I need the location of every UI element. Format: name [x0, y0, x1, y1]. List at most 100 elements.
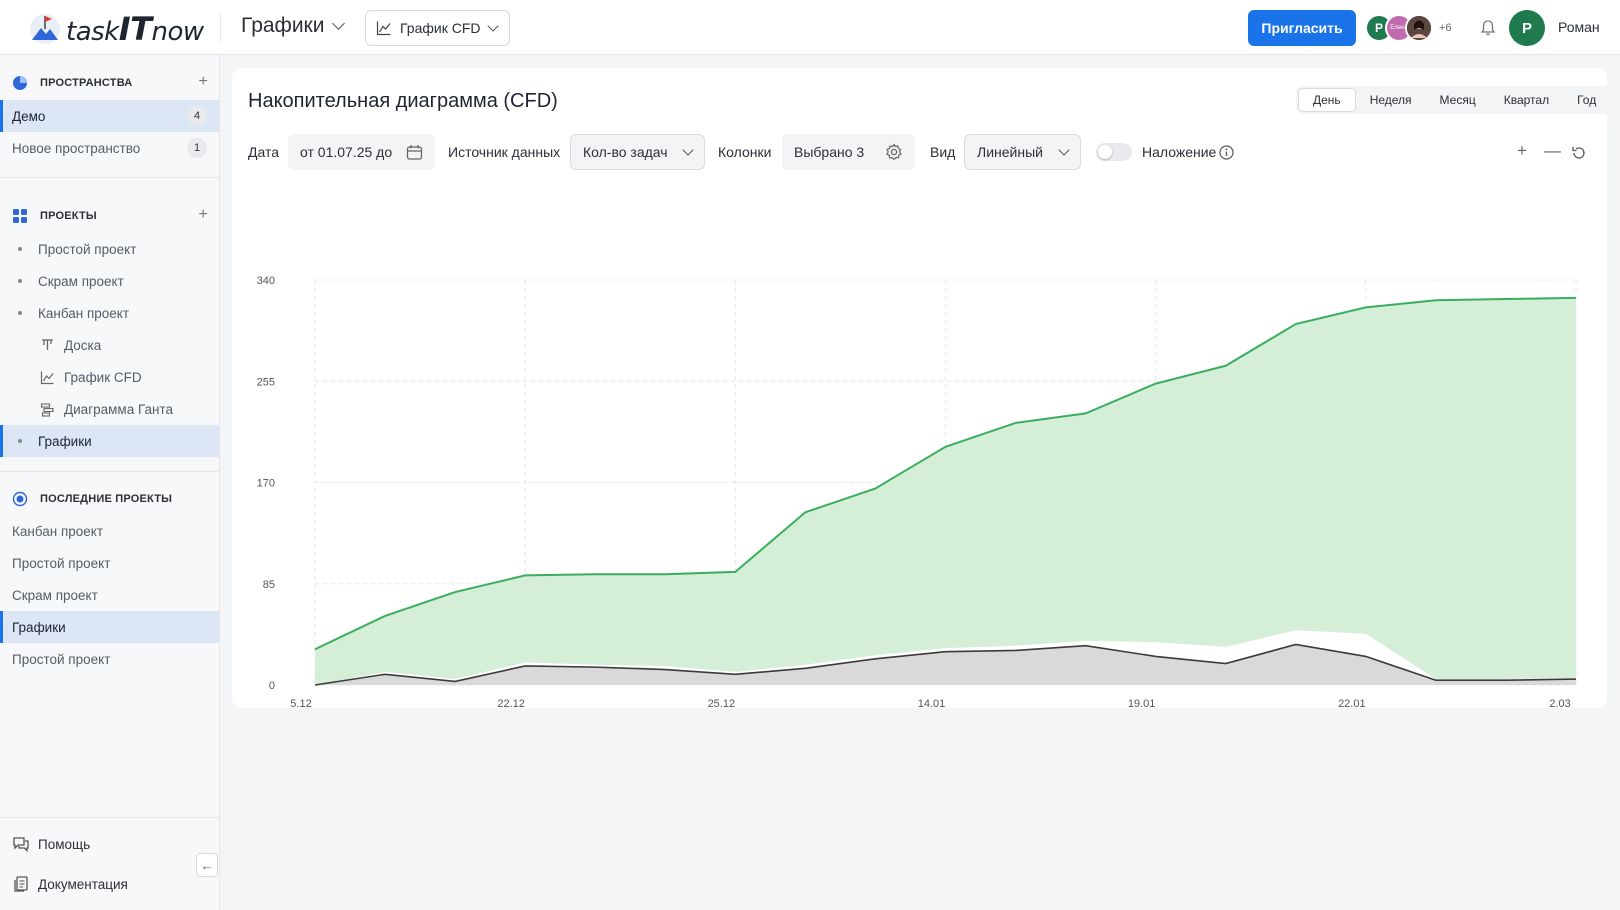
view-type-select[interactable]: Линейный: [964, 134, 1081, 170]
view-label: Вид: [930, 144, 956, 160]
y-tick-label: 255: [257, 376, 275, 388]
calendar-icon[interactable]: [406, 144, 423, 161]
recent-item[interactable]: Скрам проект: [0, 579, 219, 611]
user-avatar[interactable]: Р: [1509, 10, 1545, 46]
header-divider: [220, 13, 221, 42]
bullet-icon: [18, 279, 22, 283]
y-tick-label: 340: [257, 275, 275, 287]
kanban-child-cfd[interactable]: График CFD: [0, 361, 219, 393]
projects-section-header: ПРОЕКТЫ +: [12, 205, 208, 227]
recent-title: ПОСЛЕДНИЕ ПРОЕКТЫ: [40, 493, 173, 505]
recent-clock-icon: [12, 491, 28, 507]
spaces-pie-icon: [13, 76, 27, 90]
chevron-down-icon: [682, 143, 694, 156]
invite-button[interactable]: Пригласить: [1248, 10, 1356, 46]
chevron-down-icon: [332, 17, 346, 30]
date-range-input[interactable]: от 01.07.25 до: [288, 134, 435, 170]
spaces-section-header: ПРОСТРАНСТВА +: [12, 72, 208, 94]
reset-refresh-icon[interactable]: [1571, 145, 1587, 161]
period-day[interactable]: День: [1298, 88, 1356, 112]
space-item-demo[interactable]: Демо 4: [0, 100, 219, 132]
x-tick-label: 22.12: [497, 698, 525, 708]
line-chart-icon: [40, 371, 54, 384]
space-label: Демо: [12, 108, 46, 124]
info-icon[interactable]: [1219, 145, 1234, 160]
cfd-chart: 0 85 170 255 340 5.12 22.12 25.12 14.01 19.01 22.0…: [257, 275, 1577, 708]
logo-text: taskITnow: [66, 10, 204, 48]
projects-title: ПРОЕКТЫ: [40, 210, 97, 222]
x-tick-label: 14.01: [918, 698, 946, 708]
series-green-area: [315, 297, 1576, 685]
source-select[interactable]: Кол-во задач: [570, 134, 705, 170]
space-item-new[interactable]: Новое пространство 1: [0, 132, 219, 164]
project-item-scrum[interactable]: Скрам проект: [0, 265, 219, 297]
columns-value: Выбрано 3: [794, 144, 865, 160]
y-tick-label: 170: [257, 478, 275, 490]
line-chart-icon: [376, 21, 391, 36]
view-type-value: Линейный: [977, 144, 1043, 160]
child-label: Диаграмма Ганта: [64, 401, 174, 417]
sidebar: ПРОСТРАНСТВА + Демо 4 Новое пространство…: [0, 55, 220, 910]
docs-link[interactable]: Документация: [12, 875, 128, 893]
collapse-sidebar-arrow-left-icon[interactable]: ←: [196, 853, 218, 877]
period-month[interactable]: Месяц: [1439, 93, 1476, 107]
app-logo[interactable]: taskITnow: [28, 10, 204, 48]
project-item-simple[interactable]: Простой проект: [0, 233, 219, 265]
kanban-child-gantt[interactable]: Диаграмма Ганта: [0, 393, 219, 425]
space-count-badge: 1: [187, 138, 207, 158]
document-icon: [14, 876, 28, 892]
child-label: График CFD: [64, 369, 142, 385]
columns-select[interactable]: Выбрано 3: [782, 134, 915, 170]
space-label: Новое пространство: [12, 140, 141, 156]
bullet-icon: [18, 439, 22, 443]
view-select[interactable]: График CFD: [365, 10, 510, 46]
logo-mark-icon: [28, 12, 62, 46]
board-icon: [42, 338, 53, 350]
page-switcher[interactable]: Графики: [241, 14, 346, 38]
project-item-charts[interactable]: Графики: [0, 425, 219, 457]
recent-item[interactable]: Простой проект: [0, 547, 219, 579]
recent-label: Простой проект: [12, 555, 111, 571]
page-title: Графики: [241, 14, 325, 37]
overlay-toggle[interactable]: [1096, 143, 1132, 161]
avatar[interactable]: [1405, 14, 1433, 42]
recent-label: Скрам проект: [12, 587, 98, 603]
kanban-child-board[interactable]: Доска: [0, 329, 219, 361]
bell-icon[interactable]: [1478, 18, 1498, 38]
recent-label: Канбан проект: [12, 523, 104, 539]
series-dark-line: [314, 643, 1577, 686]
period-switcher: День Неделя Месяц Квартал Год: [1296, 86, 1613, 114]
child-label: Доска: [64, 337, 102, 353]
x-tick-label: 22.01: [1338, 698, 1366, 708]
cfd-card: Накопительная диаграмма (CFD) День Недел…: [232, 68, 1613, 708]
chevron-down-icon: [1058, 143, 1070, 156]
project-label: Графики: [38, 433, 92, 449]
member-avatars[interactable]: Р Елена +6: [1365, 14, 1452, 42]
add-space-plus-icon[interactable]: +: [198, 73, 208, 90]
period-week[interactable]: Неделя: [1369, 93, 1412, 107]
recent-item[interactable]: Графики: [0, 611, 219, 643]
gear-icon[interactable]: [885, 143, 903, 161]
docs-label: Документация: [38, 876, 128, 892]
recent-item[interactable]: Канбан проект: [0, 515, 219, 547]
zoom-in-plus-icon[interactable]: +: [1517, 141, 1527, 160]
add-project-plus-icon[interactable]: +: [198, 206, 208, 223]
zoom-out-minus-icon[interactable]: —: [1544, 141, 1561, 160]
user-name[interactable]: Роман: [1558, 19, 1600, 35]
card-title: Накопительная диаграмма (CFD): [248, 90, 558, 112]
project-item-kanban[interactable]: Канбан проект: [0, 297, 219, 329]
columns-label: Колонки: [718, 144, 772, 160]
recent-item[interactable]: Простой проект: [0, 643, 219, 675]
projects-grid-icon: [13, 209, 27, 223]
divider: [0, 177, 219, 178]
period-quarter[interactable]: Квартал: [1503, 93, 1550, 107]
period-year[interactable]: Год: [1577, 93, 1597, 107]
x-tick-label: 25.12: [708, 698, 736, 708]
divider: [0, 471, 219, 472]
avatars-more-count[interactable]: +6: [1439, 22, 1452, 34]
view-select-value: График CFD: [400, 20, 481, 36]
y-tick-label: 0: [269, 680, 275, 692]
help-link[interactable]: Помощь: [12, 835, 90, 853]
recent-label: Простой проект: [12, 651, 111, 667]
date-label: Дата: [248, 144, 280, 160]
